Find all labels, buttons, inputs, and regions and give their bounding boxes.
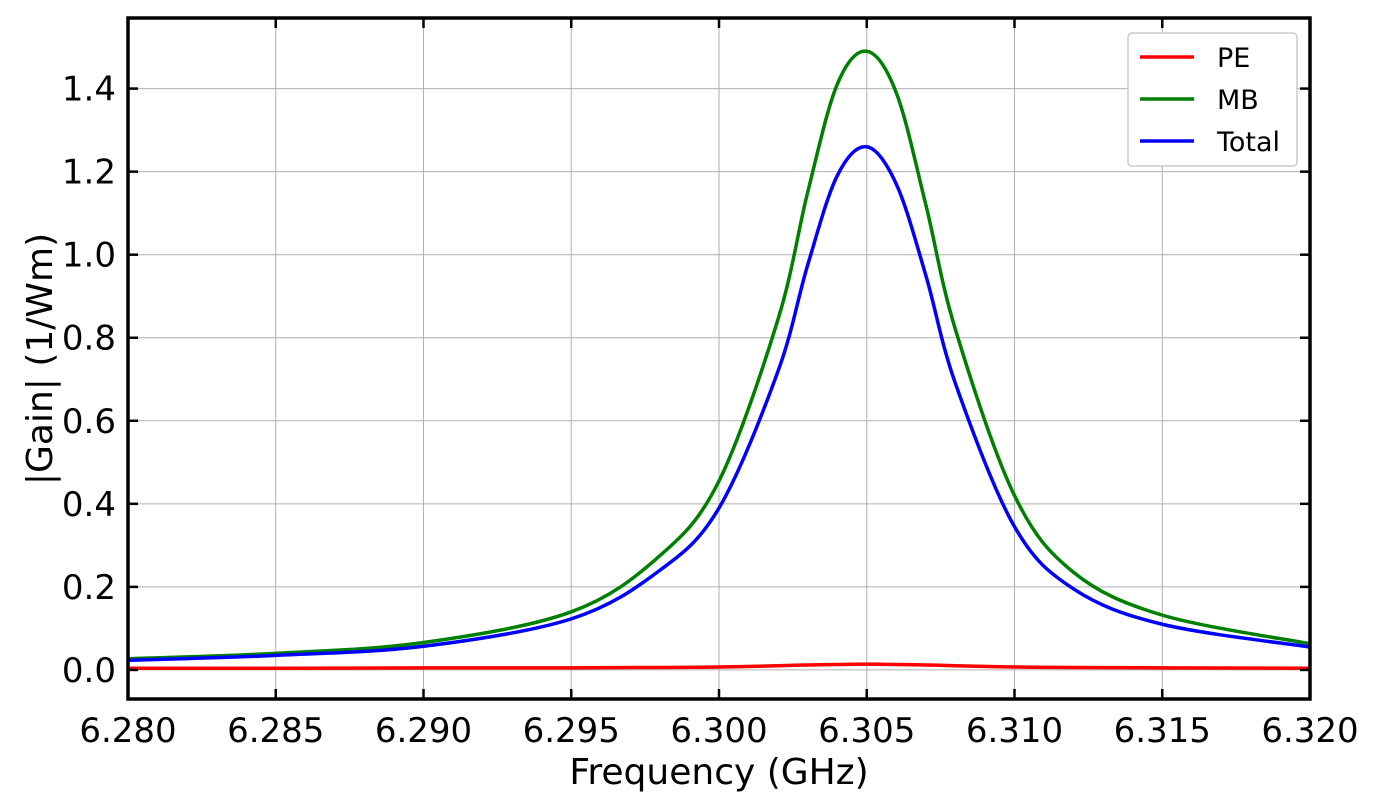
x-tick-label: 6.295 — [523, 711, 620, 751]
x-tick-label: 6.320 — [1261, 711, 1358, 751]
x-tick-label: 6.300 — [670, 711, 767, 751]
x-tick-label: 6.310 — [966, 711, 1063, 751]
x-tick-label: 6.285 — [227, 711, 324, 751]
x-tick-label: 6.305 — [818, 711, 915, 751]
y-axis-label: |Gain| (1/Wm) — [20, 233, 61, 485]
y-tick-label: 0.4 — [62, 485, 116, 525]
y-tick-label: 1.0 — [62, 236, 116, 276]
legend-label-pe: PE — [1217, 43, 1250, 74]
y-tick-label: 0.6 — [62, 402, 116, 442]
x-tick-label: 6.290 — [375, 711, 472, 751]
y-tick-label: 0.0 — [62, 651, 116, 691]
y-tick-label: 0.2 — [62, 568, 116, 608]
legend-label-total: Total — [1216, 127, 1280, 158]
legend: PE MB Total — [1128, 33, 1297, 166]
y-tick-label: 1.4 — [62, 70, 116, 110]
x-tick-label: 6.315 — [1114, 711, 1211, 751]
y-tick-label: 1.2 — [62, 153, 116, 193]
legend-label-mb: MB — [1217, 85, 1259, 116]
y-tick-label: 0.8 — [62, 319, 116, 359]
x-tick-label: 6.280 — [79, 711, 176, 751]
x-axis-label: Frequency (GHz) — [569, 752, 868, 793]
